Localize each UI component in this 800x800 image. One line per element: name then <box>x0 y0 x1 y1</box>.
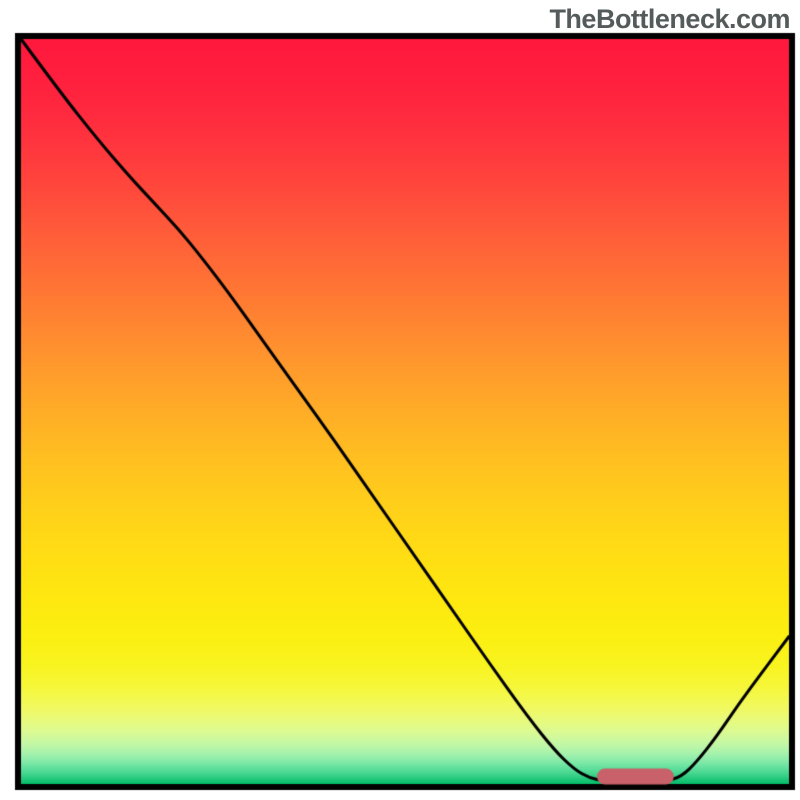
chart-container: TheBottleneck.com <box>0 0 800 800</box>
watermark-text: TheBottleneck.com <box>549 4 790 35</box>
chart-canvas <box>0 0 800 800</box>
